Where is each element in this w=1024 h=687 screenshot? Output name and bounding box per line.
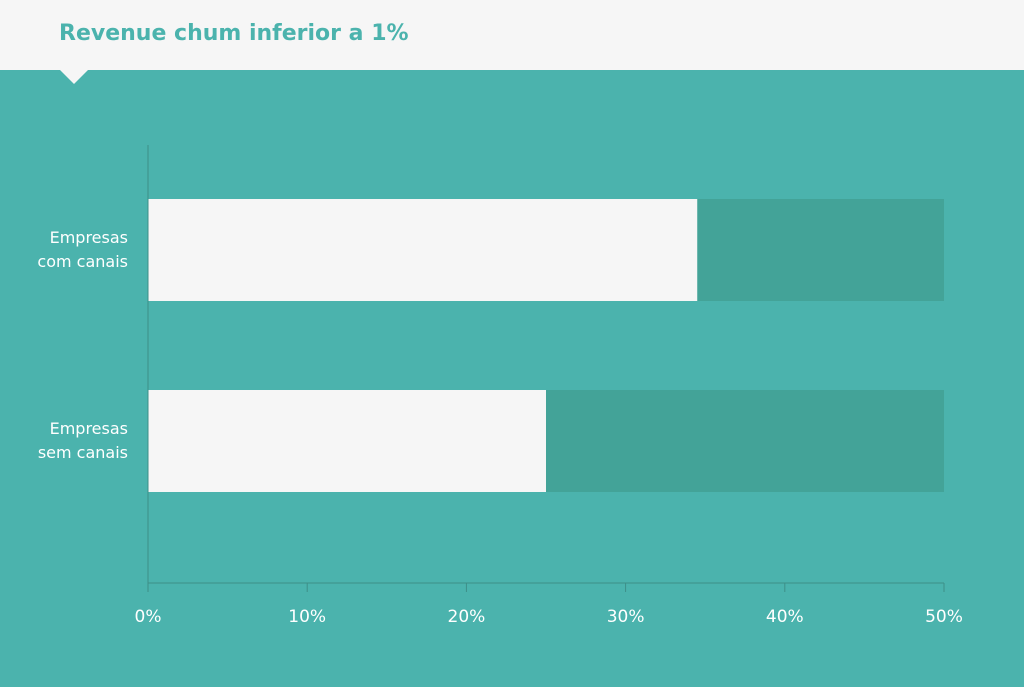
bar bbox=[148, 390, 546, 492]
x-tick-label: 30% bbox=[607, 607, 645, 627]
x-tick-label: 10% bbox=[288, 607, 326, 627]
x-tick-label: 50% bbox=[925, 607, 963, 627]
y-tick-label: Empresas sem canais bbox=[37, 419, 128, 462]
y-tick-label: Empresas com canais bbox=[37, 228, 128, 271]
x-tick-label: 40% bbox=[766, 607, 804, 627]
header: Revenue chum inferior a 1% bbox=[0, 0, 1024, 70]
bar bbox=[148, 199, 698, 301]
header-pointer bbox=[60, 70, 88, 84]
x-tick-label: 0% bbox=[135, 607, 162, 627]
chart-title: Revenue chum inferior a 1% bbox=[59, 21, 409, 46]
x-tick-label: 20% bbox=[448, 607, 486, 627]
